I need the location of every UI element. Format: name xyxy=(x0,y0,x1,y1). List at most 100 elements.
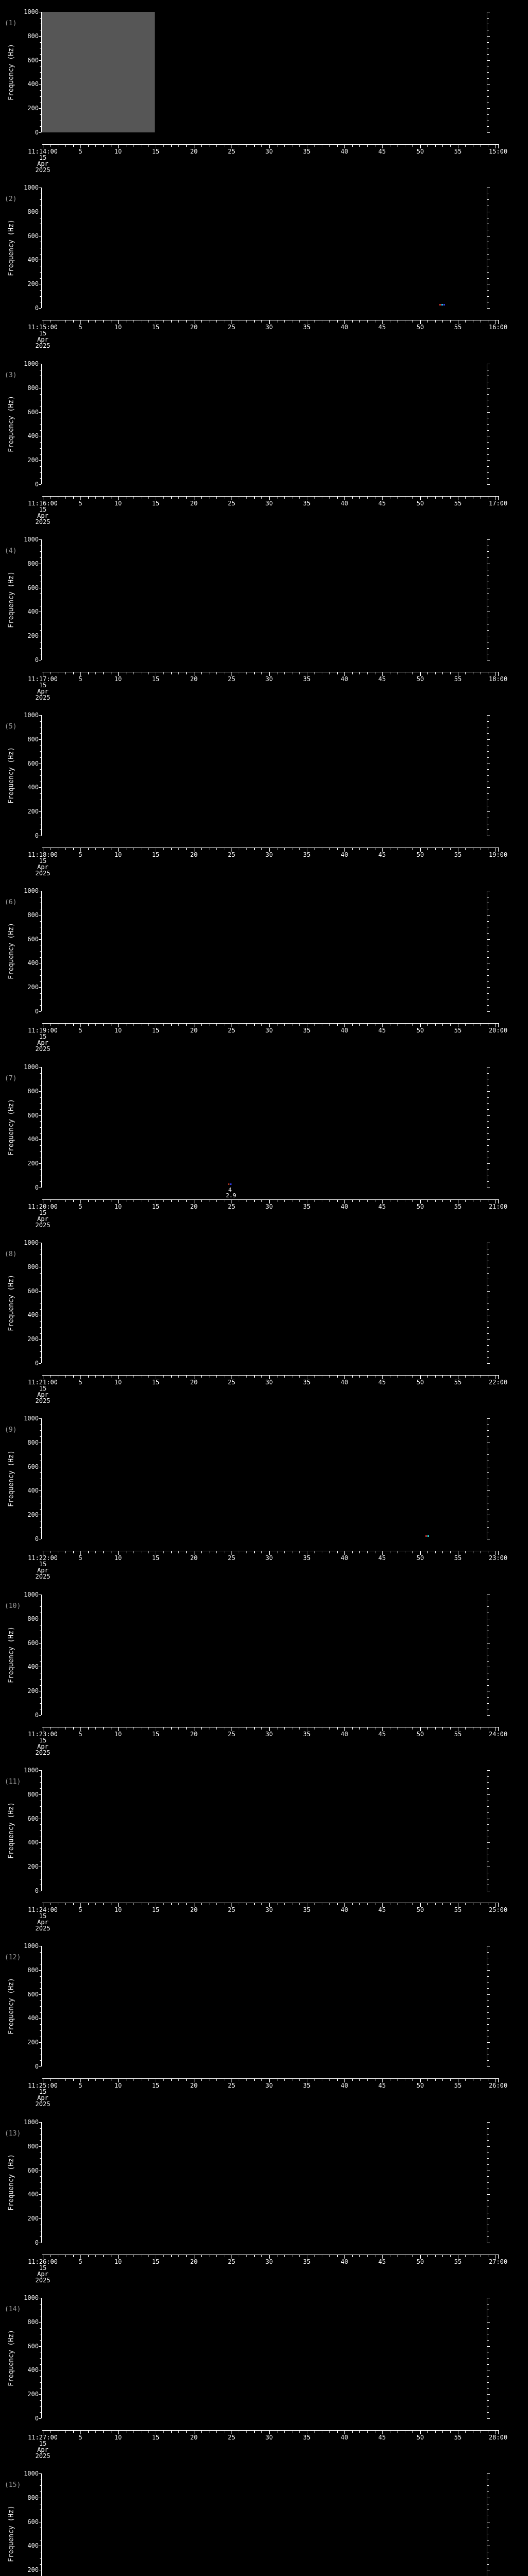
y-axis-title: Frequency (Hz) xyxy=(7,1450,15,1507)
y-tick-mark xyxy=(487,1351,489,1352)
y-tick-label: 0 xyxy=(35,2415,39,2422)
time-tick-mark xyxy=(148,320,149,323)
time-tick-mark xyxy=(246,1376,247,1378)
y-tick-label: 800 xyxy=(27,1438,39,1446)
y-tick-mark xyxy=(39,2473,41,2474)
y-tick-mark xyxy=(40,793,41,794)
x-tick-label-minute: 30 xyxy=(265,2258,273,2265)
time-tick-mark xyxy=(103,497,104,499)
x-tick-label-minute: 10 xyxy=(114,2434,122,2441)
y-tick-label: 1000 xyxy=(24,2294,39,2301)
y-tick-mark xyxy=(39,2194,41,2195)
y-tick-mark xyxy=(487,1097,489,1098)
time-tick-mark xyxy=(80,497,81,500)
y-tick-label: 0 xyxy=(35,832,39,839)
time-tick-mark xyxy=(420,2255,421,2259)
date-label: 2025 xyxy=(35,518,51,526)
y-tick-mark xyxy=(40,757,41,758)
time-tick-mark xyxy=(216,145,217,147)
time-tick-mark xyxy=(186,848,187,850)
plot-area xyxy=(41,2122,487,2243)
y-tick-mark xyxy=(39,1339,41,1340)
time-tick-mark xyxy=(498,2431,499,2434)
y-tick-mark xyxy=(487,1509,489,1510)
y-tick-label: 200 xyxy=(27,105,39,112)
x-tick-label-minute: 35 xyxy=(303,851,311,858)
y-tick-mark xyxy=(39,2018,41,2019)
y-tick-mark xyxy=(487,769,489,770)
time-tick-mark xyxy=(442,1200,443,1202)
x-tick-label-minute: 30 xyxy=(265,1027,273,1034)
time-tick-mark xyxy=(216,2079,217,2081)
time-tick-mark xyxy=(178,1727,179,1730)
y-tick-mark xyxy=(487,739,490,740)
y-tick-mark xyxy=(487,199,489,200)
y-tick-label: 1000 xyxy=(24,184,39,191)
y-tick-mark xyxy=(40,2388,41,2389)
time-tick-mark xyxy=(427,2431,428,2433)
time-tick-mark xyxy=(427,145,428,147)
spectrogram-data-region xyxy=(42,12,155,132)
y-tick-mark xyxy=(40,1661,41,1662)
y-tick-mark xyxy=(40,829,41,830)
time-tick-mark xyxy=(412,2255,413,2257)
time-tick-mark xyxy=(88,320,89,323)
x-tick-label-minute: 45 xyxy=(378,851,386,858)
y-tick-mark xyxy=(487,1339,490,1340)
x-tick-label-minute: 55 xyxy=(454,851,462,858)
y-tick-mark xyxy=(40,1273,41,1274)
time-tick-mark xyxy=(359,497,360,499)
time-tick-mark xyxy=(95,1727,96,1730)
x-tick-label-minute: 45 xyxy=(378,675,386,683)
y-tick-mark xyxy=(487,787,490,788)
y-tick-mark xyxy=(39,939,41,940)
panel-index-label: (14) xyxy=(5,2306,21,2313)
y-tick-label: 0 xyxy=(35,304,39,312)
time-tick-mark xyxy=(442,2431,443,2433)
y-tick-mark xyxy=(487,1782,489,1783)
time-tick-mark xyxy=(498,1903,499,1907)
y-tick-label: 1000 xyxy=(24,711,39,719)
y-tick-label: 800 xyxy=(27,32,39,40)
y-tick-label: 800 xyxy=(27,911,39,919)
y-tick-mark xyxy=(487,254,489,255)
x-tick-label-minute: 10 xyxy=(114,1379,122,1386)
y-tick-mark xyxy=(40,981,41,982)
x-tick-label-minute: 5 xyxy=(78,2434,82,2441)
x-tick-label-minute: 10 xyxy=(114,1554,122,1562)
time-tick-mark xyxy=(359,2431,360,2433)
x-tick-label-minute: 45 xyxy=(378,148,386,155)
spectrogram-panel: (11) Frequency (Hz) 0 200 400 600 800 1000 11:24… xyxy=(0,1758,528,1934)
time-tick-mark xyxy=(186,2431,187,2433)
y-tick-mark xyxy=(39,1011,41,1012)
y-tick-mark xyxy=(487,1490,490,1491)
time-tick-mark xyxy=(171,2255,172,2257)
time-tick-mark xyxy=(442,1376,443,1378)
y-tick-mark xyxy=(40,933,41,934)
time-tick-mark xyxy=(299,1903,300,1905)
y-tick-label: 800 xyxy=(27,2318,39,2326)
y-tick-label: 800 xyxy=(27,1087,39,1095)
y-tick-label: 800 xyxy=(27,1966,39,1974)
time-tick-mark xyxy=(269,2255,270,2259)
y-tick-mark xyxy=(487,114,489,115)
time-tick-mark xyxy=(261,1024,262,1026)
y-tick-mark xyxy=(487,539,490,540)
time-tick-mark xyxy=(284,848,285,850)
y-axis-title: Frequency (Hz) xyxy=(7,1099,15,1156)
time-tick-mark xyxy=(73,320,74,323)
time-tick-mark xyxy=(435,2255,436,2257)
time-tick-mark xyxy=(435,1200,436,1202)
date-label: Apr xyxy=(37,336,48,343)
y-tick-mark xyxy=(487,1715,490,1716)
time-tick-mark xyxy=(88,2079,89,2081)
time-tick-mark xyxy=(382,848,383,852)
time-tick-mark xyxy=(163,320,164,323)
time-tick-mark xyxy=(80,1727,81,1731)
time-axis-line xyxy=(42,1023,499,1024)
time-tick-mark xyxy=(427,2255,428,2257)
y-tick-mark xyxy=(487,1145,489,1146)
time-tick-mark xyxy=(435,497,436,499)
time-tick-mark xyxy=(261,672,262,674)
y-tick-mark xyxy=(487,2158,489,2159)
